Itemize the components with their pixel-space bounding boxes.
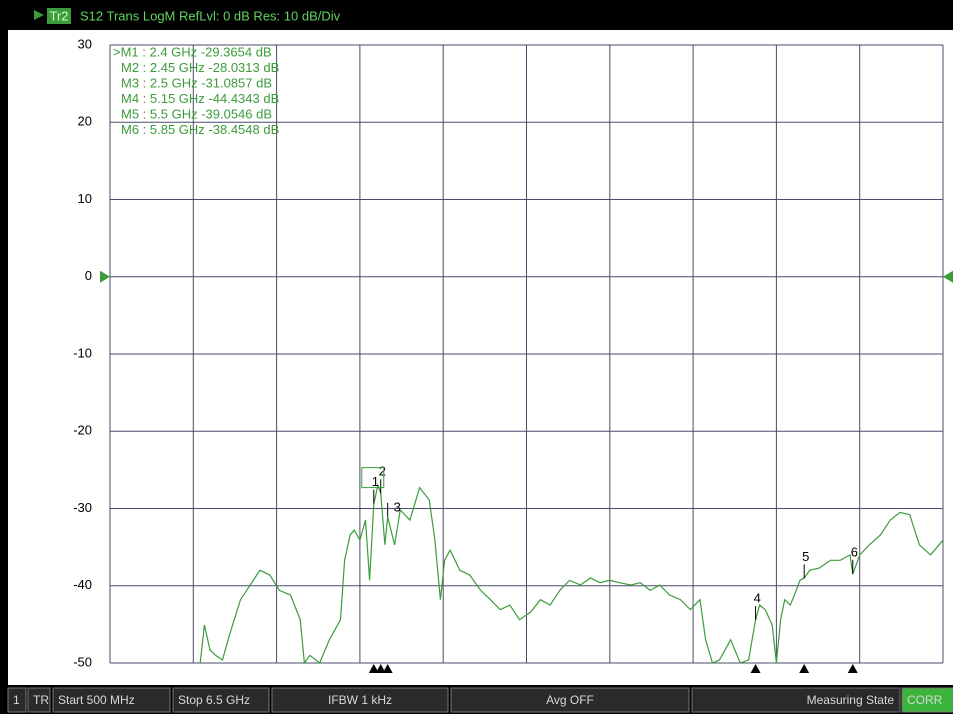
- plot-background: [8, 30, 953, 685]
- marker-triangle: [750, 664, 761, 673]
- status-text: Measuring State: [807, 693, 895, 707]
- marker-label: 3: [394, 499, 401, 514]
- marker-triangle: [847, 664, 858, 673]
- trace-line: [199, 483, 944, 665]
- status-box: [691, 687, 901, 713]
- marker-label: 6: [851, 544, 858, 559]
- marker-label: 2: [379, 464, 386, 479]
- marker-readout: M3 : 2.5 GHz -31.0857 dB: [121, 75, 272, 90]
- header-text: S12 Trans LogM RefLvl: 0 dB Res: 10 dB/D…: [80, 8, 341, 23]
- y-tick-label: -20: [73, 423, 92, 438]
- y-tick-label: 0: [85, 268, 92, 283]
- marker-readout: M4 : 5.15 GHz -44.4343 dB: [121, 91, 279, 106]
- marker-triangle: [799, 664, 810, 673]
- marker-triangle: [382, 664, 393, 673]
- ref-level-arrow: [100, 270, 110, 283]
- status-text: Stop 6.5 GHz: [178, 693, 250, 707]
- y-tick-label: 30: [78, 36, 92, 51]
- y-tick-label: -10: [73, 345, 92, 360]
- marker-label: 5: [802, 549, 809, 564]
- status-box: [27, 687, 51, 713]
- status-text: CORR: [907, 693, 943, 707]
- status-bar: 1 TR Start 500 MHz Stop 6.5 GHz IFBW 1 kHz Av…: [7, 687, 953, 713]
- marker-readout: M6 : 5.85 GHz -38.4548 dB: [121, 122, 279, 137]
- trace-badge: [47, 8, 71, 24]
- y-tick-label: -30: [73, 500, 92, 515]
- status-text: TR: [33, 693, 49, 707]
- y-tick-label: -50: [73, 654, 92, 669]
- status-text: 1: [13, 693, 20, 707]
- y-tick-label: -40: [73, 577, 92, 592]
- marker-triangle: [375, 664, 386, 673]
- marker-readout: M2 : 2.45 GHz -28.0313 dB: [121, 60, 279, 75]
- status-text: Avg OFF: [546, 693, 594, 707]
- status-box: [901, 687, 953, 713]
- status-box: [271, 687, 449, 713]
- y-tick-label: 10: [78, 191, 92, 206]
- y-tick-label: 20: [78, 114, 92, 129]
- status-box: [7, 687, 27, 713]
- marker-readout: M5 : 5.5 GHz -39.0546 dB: [121, 106, 272, 121]
- status-box: [52, 687, 171, 713]
- marker-label: 4: [754, 590, 761, 605]
- ref-level-arrow: [943, 270, 953, 283]
- status-box: [172, 687, 270, 713]
- status-text: Start 500 MHz: [58, 693, 135, 707]
- status-box: [450, 687, 690, 713]
- trace-label: Tr2: [49, 8, 68, 23]
- marker-triangle: [368, 664, 379, 673]
- active-marker-box: [361, 467, 385, 489]
- trace-arrow: [34, 10, 44, 20]
- status-text: IFBW 1 kHz: [328, 693, 392, 707]
- marker-readout: >M1 : 2.4 GHz -29.3654 dB: [113, 44, 272, 59]
- marker-label: 1: [372, 474, 379, 489]
